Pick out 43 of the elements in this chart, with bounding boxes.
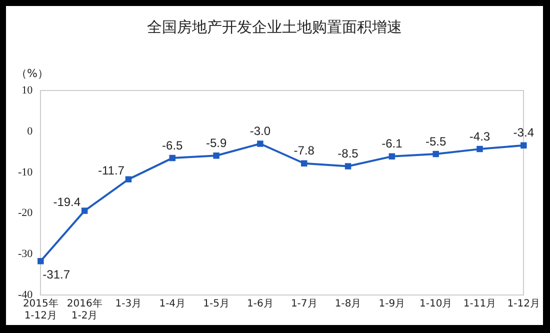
text: -6.5 — [162, 138, 183, 152]
x-tick-label: 1-9月 — [378, 298, 406, 310]
x-tick-label: 2016年 1-2月 — [66, 298, 102, 322]
text: -5.5 — [425, 134, 446, 148]
y-axis-title: （%） — [16, 66, 48, 81]
y-tick-label: -20 — [18, 207, 34, 220]
chart-title: 全国房地产开发企业土地购置面积增速 — [146, 18, 403, 37]
x-tick-label: 1-8月 — [334, 298, 362, 310]
point — [257, 140, 264, 147]
text: -4.3 — [469, 129, 490, 144]
text: -5.9 — [206, 136, 227, 150]
text: -31.7 — [42, 267, 70, 282]
y-tick-label: -10 — [18, 166, 34, 178]
point — [344, 163, 352, 170]
point — [169, 154, 176, 162]
x-tick-label: 1-10月 — [419, 298, 452, 310]
y-tick-label: -30 — [18, 248, 34, 260]
point — [300, 160, 308, 166]
x-tick-label: 1-7月 — [290, 298, 318, 310]
point — [388, 153, 396, 160]
text: -7.8 — [294, 144, 314, 158]
x-tick-label: 1-11月 — [463, 298, 496, 310]
x-tick-label: 2015年 1-12月 — [22, 298, 58, 322]
text: -3.4 — [513, 126, 534, 140]
point — [520, 142, 527, 148]
x-tick-label: 1-5月 — [203, 298, 230, 310]
text: -6.1 — [382, 136, 402, 151]
point — [81, 208, 88, 214]
x-tick-label: 1-3月 — [115, 298, 142, 310]
point — [213, 152, 220, 159]
x-tick-label: 1-6月 — [247, 298, 274, 310]
y-tick-label: 10 — [22, 84, 34, 96]
text: -11.7 — [98, 164, 124, 178]
text: -19.4 — [53, 195, 81, 210]
text: -3.0 — [250, 124, 271, 138]
point — [38, 258, 44, 264]
text: -8.5 — [338, 146, 358, 161]
y-tick-label: 0 — [27, 125, 34, 138]
point — [476, 146, 483, 152]
x-tick-label: 1-4月 — [159, 298, 186, 310]
point — [125, 176, 132, 182]
point — [432, 150, 439, 158]
x-tick-label: 1-12月 — [507, 298, 540, 310]
